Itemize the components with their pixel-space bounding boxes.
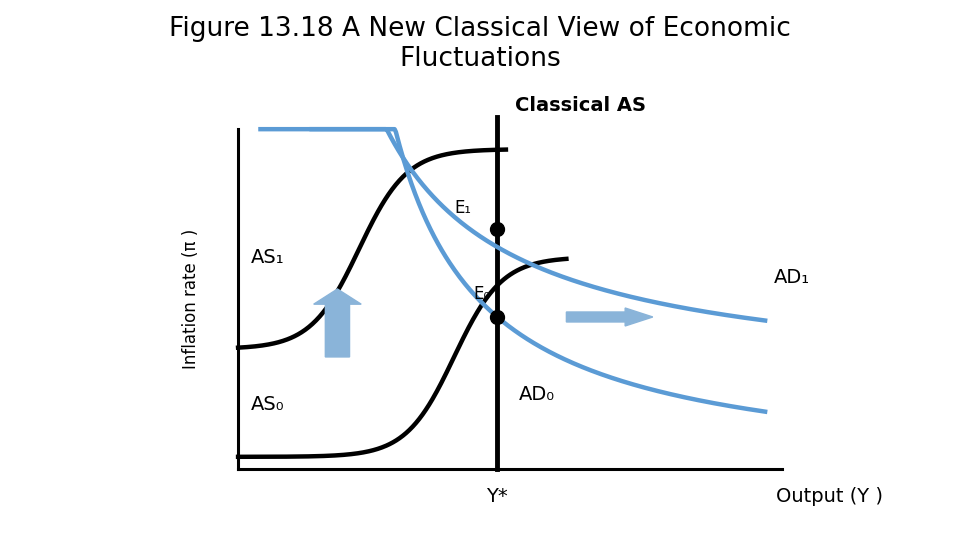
Text: Y*: Y* bbox=[487, 487, 508, 506]
Text: AS₁: AS₁ bbox=[252, 247, 285, 267]
Text: E₁: E₁ bbox=[454, 199, 471, 217]
Text: Inflation rate (π ): Inflation rate (π ) bbox=[181, 229, 200, 369]
FancyArrow shape bbox=[566, 308, 653, 326]
Text: Classical AS: Classical AS bbox=[515, 96, 645, 115]
Text: AS₀: AS₀ bbox=[252, 395, 285, 414]
Text: AD₁: AD₁ bbox=[774, 267, 810, 287]
Text: Figure 13.18 A New Classical View of Economic
Fluctuations: Figure 13.18 A New Classical View of Eco… bbox=[169, 16, 791, 72]
Text: E₀: E₀ bbox=[473, 285, 491, 303]
Text: Output (Y ): Output (Y ) bbox=[777, 487, 883, 506]
FancyArrow shape bbox=[314, 289, 361, 357]
Text: AD₀: AD₀ bbox=[519, 385, 555, 404]
